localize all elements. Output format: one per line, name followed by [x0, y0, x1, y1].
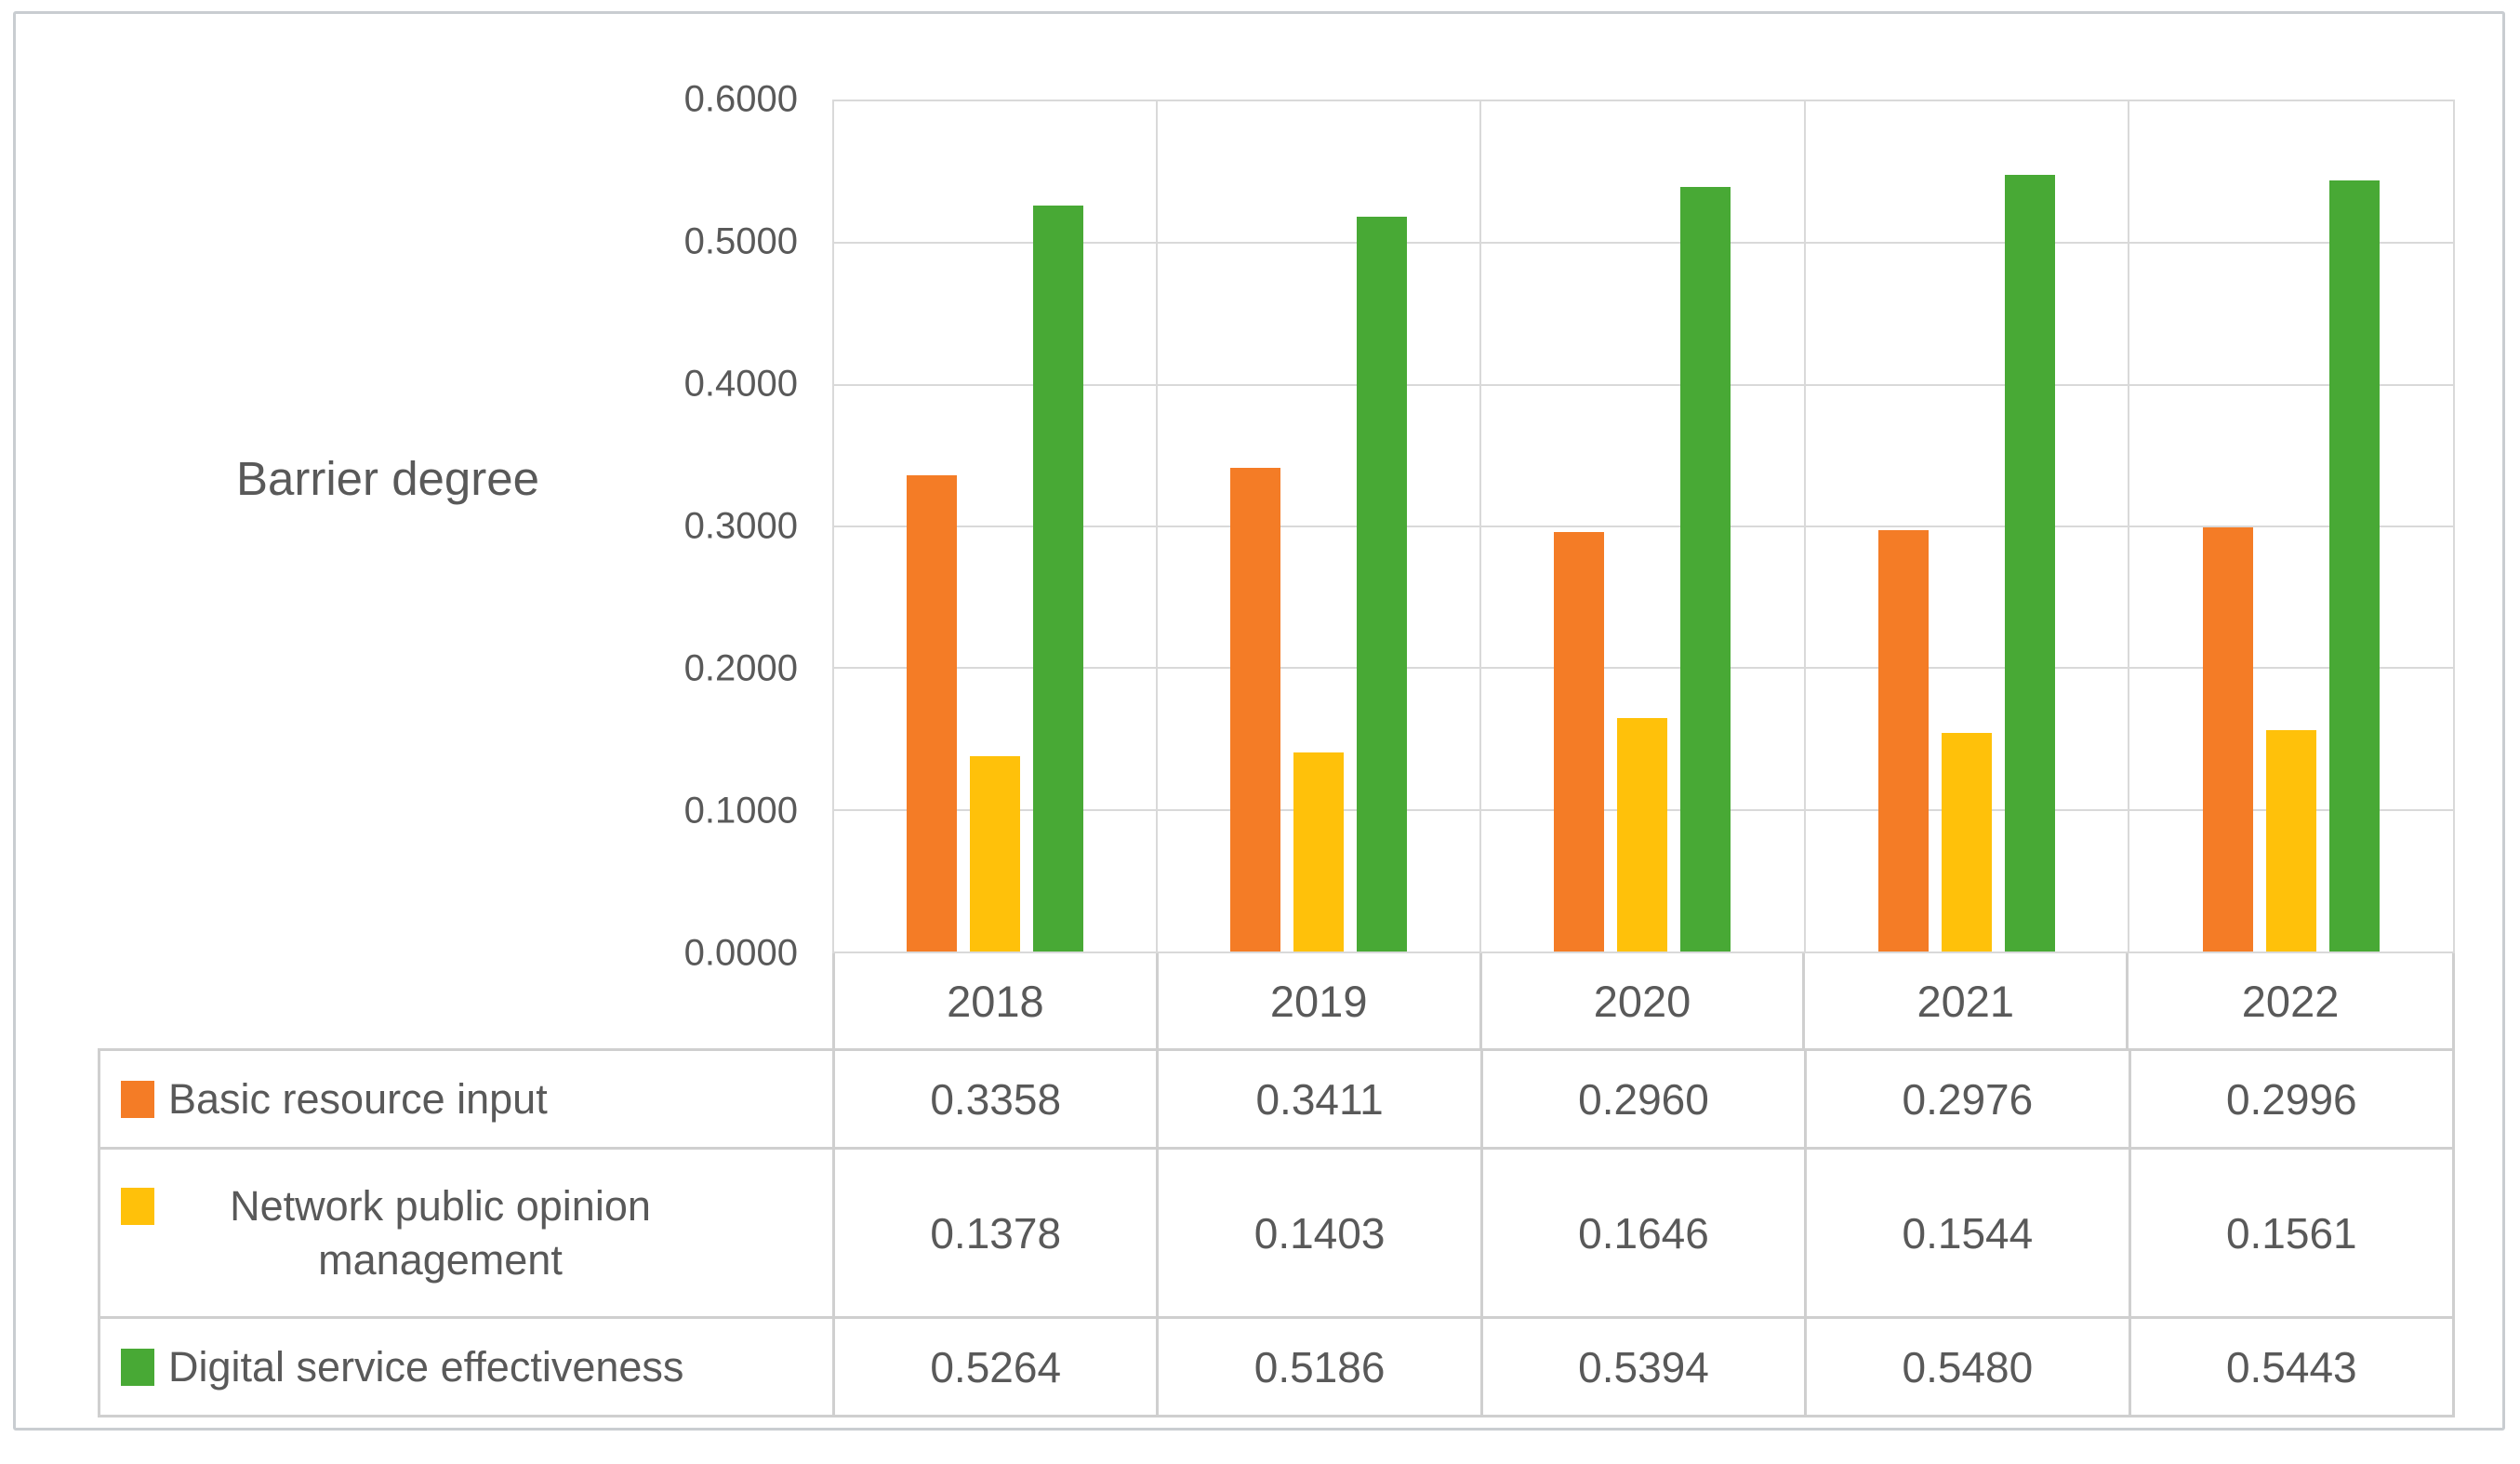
legend-color-swatch	[121, 1080, 154, 1118]
x-axis-category-label: 2018	[835, 953, 1159, 1048]
bar	[1617, 718, 1668, 952]
table-value-cell: 0.5186	[1159, 1319, 1483, 1417]
y-axis-tick-label: 0.6000	[683, 78, 798, 120]
y-axis-tick-label: 0.0000	[683, 932, 798, 974]
legend-cell: Basic resource input	[100, 1051, 835, 1150]
table-value-cell: 0.1378	[835, 1150, 1160, 1319]
bar	[2004, 175, 2055, 952]
bar	[1293, 752, 1345, 952]
x-axis-category-label: 2022	[2241, 976, 2340, 1026]
grid-line	[834, 383, 2453, 386]
table-value-cell: 0.1544	[1807, 1150, 2131, 1319]
legend-color-swatch	[121, 1187, 154, 1225]
bar	[1230, 468, 1281, 952]
table-value-cell: 0.2996	[2130, 1051, 2455, 1150]
grid-line	[834, 526, 2453, 527]
x-axis-category-label: 2021	[1805, 953, 2129, 1048]
figure-border	[13, 11, 2505, 1431]
bar-group	[1877, 101, 2055, 952]
table-value-cell: 0.2960	[1482, 1051, 1808, 1150]
table-value-cell: 0.5394	[1482, 1319, 1808, 1417]
table-value-cell: 0.2976	[1807, 1051, 2131, 1150]
y-axis-tick-label: 0.4000	[683, 363, 798, 405]
table-value-cell: 0.5443	[2130, 1319, 2455, 1417]
legend-series-label: Digital service effectiveness	[168, 1342, 684, 1391]
bar-group	[2202, 101, 2380, 952]
plot-column	[834, 101, 1159, 952]
y-axis-tick-label: 0.2000	[683, 647, 798, 689]
bar	[1680, 187, 1731, 952]
bar	[1554, 532, 1605, 952]
table-value-cell: 0.3358	[835, 1051, 1160, 1150]
legend-key: Basic resource input	[121, 1072, 548, 1126]
bar-group	[907, 101, 1084, 952]
table-value-cell: 0.5264	[835, 1319, 1160, 1417]
legend-key: Digital service effectiveness	[121, 1340, 683, 1394]
y-axis-tick-label: 0.3000	[683, 505, 798, 547]
table-value-cell: 0.1646	[1482, 1150, 1808, 1319]
table-value-cell: 0.5480	[1807, 1319, 2131, 1417]
bar	[2265, 730, 2316, 952]
plot-column	[1806, 101, 2129, 952]
legend-series-label: Basic resource input	[168, 1074, 548, 1123]
table-value-cell: 0.1561	[2130, 1150, 2455, 1319]
bar	[970, 756, 1021, 952]
plot-area	[832, 100, 2455, 953]
x-axis-row: 2018 2019 2020 2021 2022	[832, 953, 2455, 1048]
plot-column	[1158, 101, 1482, 952]
bar	[907, 475, 958, 952]
legend-cell: Digital service effectiveness	[100, 1319, 835, 1417]
plot-column	[1481, 101, 1806, 952]
grid-line	[834, 242, 2453, 245]
y-axis-tick-label: 0.5000	[683, 220, 798, 262]
bar	[1033, 206, 1084, 952]
bar-group	[1230, 101, 1408, 952]
y-axis-title: Barrier degree	[236, 452, 539, 505]
plot-column	[2129, 101, 2453, 952]
legend-series-label: Network public opinion management	[230, 1181, 651, 1284]
bar	[1941, 732, 1992, 952]
x-axis-category-label: 2019	[1159, 953, 1482, 1048]
y-axis: 0.6000 0.5000 0.4000 0.3000 0.2000 0.1000 0.00…	[0, 79, 798, 974]
legend-cell: Network public opinion management	[100, 1150, 835, 1319]
table-value-cell: 0.3411	[1159, 1051, 1483, 1150]
table-value-cell: 0.1403	[1159, 1150, 1483, 1319]
bar	[2328, 180, 2380, 952]
bar-group	[1554, 101, 1731, 952]
data-table: Basic resource input 0.3358 0.3411 0.2960 0.…	[98, 1048, 2455, 1417]
grid-line	[834, 667, 2453, 670]
legend-key: Network public opinion management	[121, 1179, 712, 1287]
x-axis-category-label: 2020	[1482, 953, 1806, 1048]
legend-color-swatch	[121, 1348, 154, 1386]
y-axis-tick-label: 0.1000	[683, 790, 798, 832]
bar	[1877, 529, 1929, 952]
bar	[2202, 526, 2253, 952]
bar	[1357, 217, 1408, 952]
